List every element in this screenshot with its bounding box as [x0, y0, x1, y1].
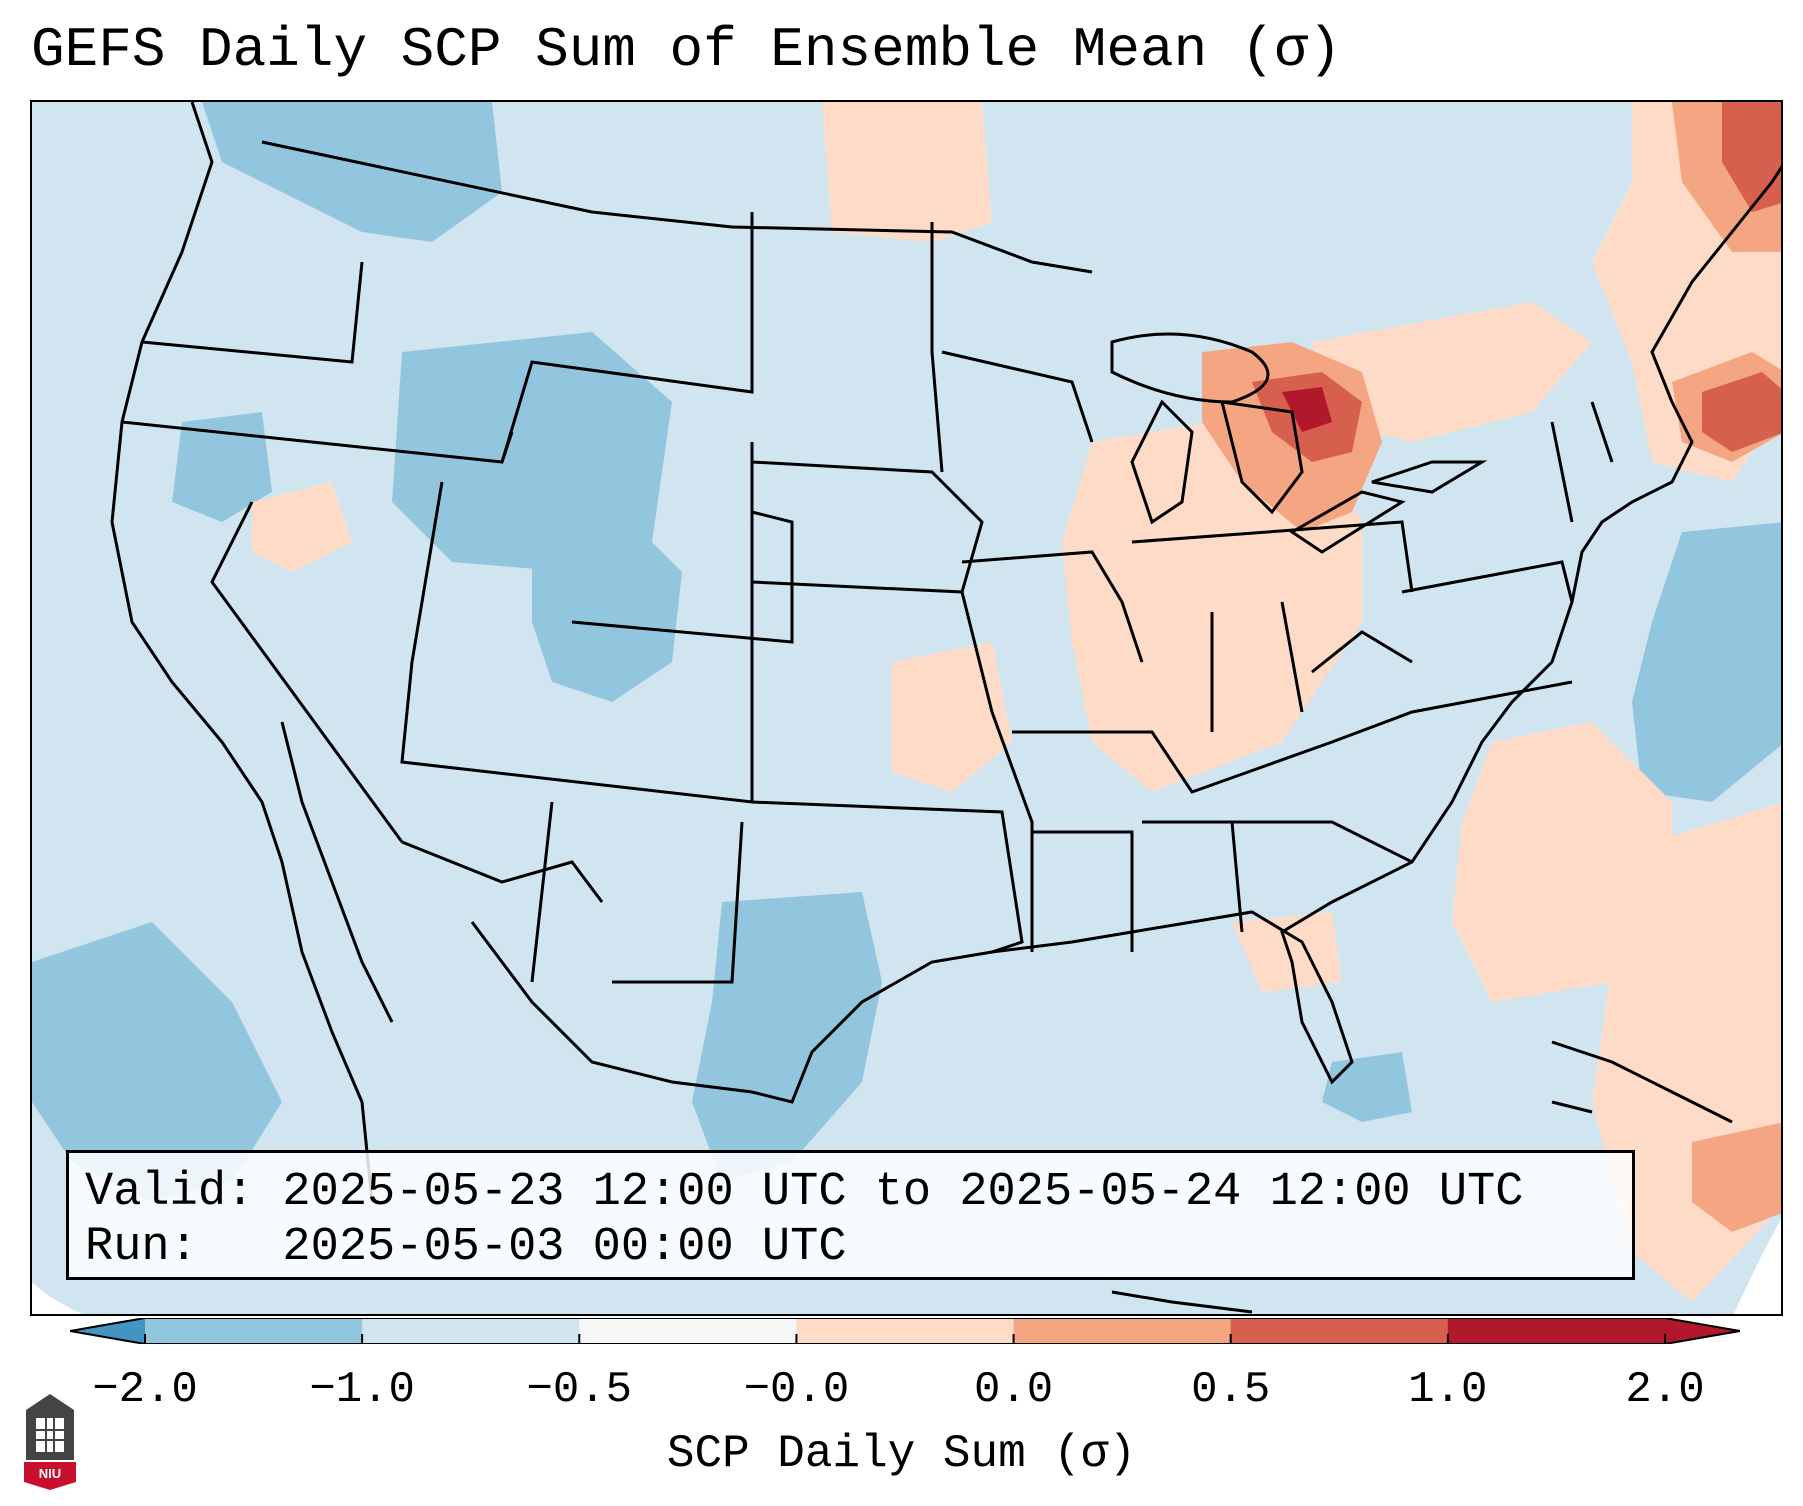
colorbar-segment	[1230, 1318, 1449, 1344]
caribbean-coastline	[1111, 1040, 1733, 1314]
validity-info-box: Valid: 2025-05-23 12:00 UTC to 2025-05-2…	[66, 1150, 1635, 1280]
colorbar-tick-label: 0.5	[1191, 1365, 1271, 1415]
colorbar-tick-label: 0.0	[973, 1365, 1054, 1415]
colorbar-segment	[362, 1318, 580, 1344]
colorbar-segment	[1013, 1318, 1232, 1344]
map-svg	[32, 102, 1781, 1314]
colorbar-segment	[796, 1318, 1015, 1344]
colorbar-tick-label: 1.0	[1408, 1365, 1488, 1415]
colorbar-segment	[1447, 1318, 1666, 1344]
colorbar-tick-label: −0.5	[526, 1365, 633, 1415]
colorbar-segment	[145, 1318, 363, 1344]
map-panel	[30, 100, 1783, 1316]
colorbar-extend-low	[70, 1318, 145, 1344]
tower-window	[36, 1418, 64, 1452]
valid-time-text: Valid: 2025-05-23 12:00 UTC to 2025-05-2…	[85, 1166, 1524, 1219]
coastline-and-borders	[110, 102, 1781, 1203]
logo-text: NIU	[39, 1466, 61, 1481]
anomaly-field	[32, 102, 1781, 1302]
colorbar-tick-label: −0.0	[743, 1365, 850, 1415]
colorbar	[70, 1318, 1740, 1344]
tower-window-grid	[36, 1418, 64, 1452]
colorbar-tick-label: −1.0	[309, 1365, 415, 1415]
colorbar-label: SCP Daily Sum (σ)	[666, 1428, 1137, 1480]
niu-logo: NIU	[24, 1394, 76, 1490]
colorbar-extend-high	[1665, 1318, 1740, 1344]
map-title: GEFS Daily SCP Sum of Ensemble Mean (σ)	[31, 18, 1342, 82]
colorbar-tick-label: −2.0	[92, 1365, 198, 1415]
banner-shape	[24, 1462, 76, 1490]
colorbar-tick-label: 2.0	[1625, 1365, 1705, 1415]
run-time-text: Run: 2025-05-03 00:00 UTC	[85, 1221, 847, 1274]
colorbar-segments	[70, 1318, 1740, 1344]
colorbar-segment	[579, 1318, 797, 1344]
colorbar-tick-marks	[144, 1334, 1666, 1344]
